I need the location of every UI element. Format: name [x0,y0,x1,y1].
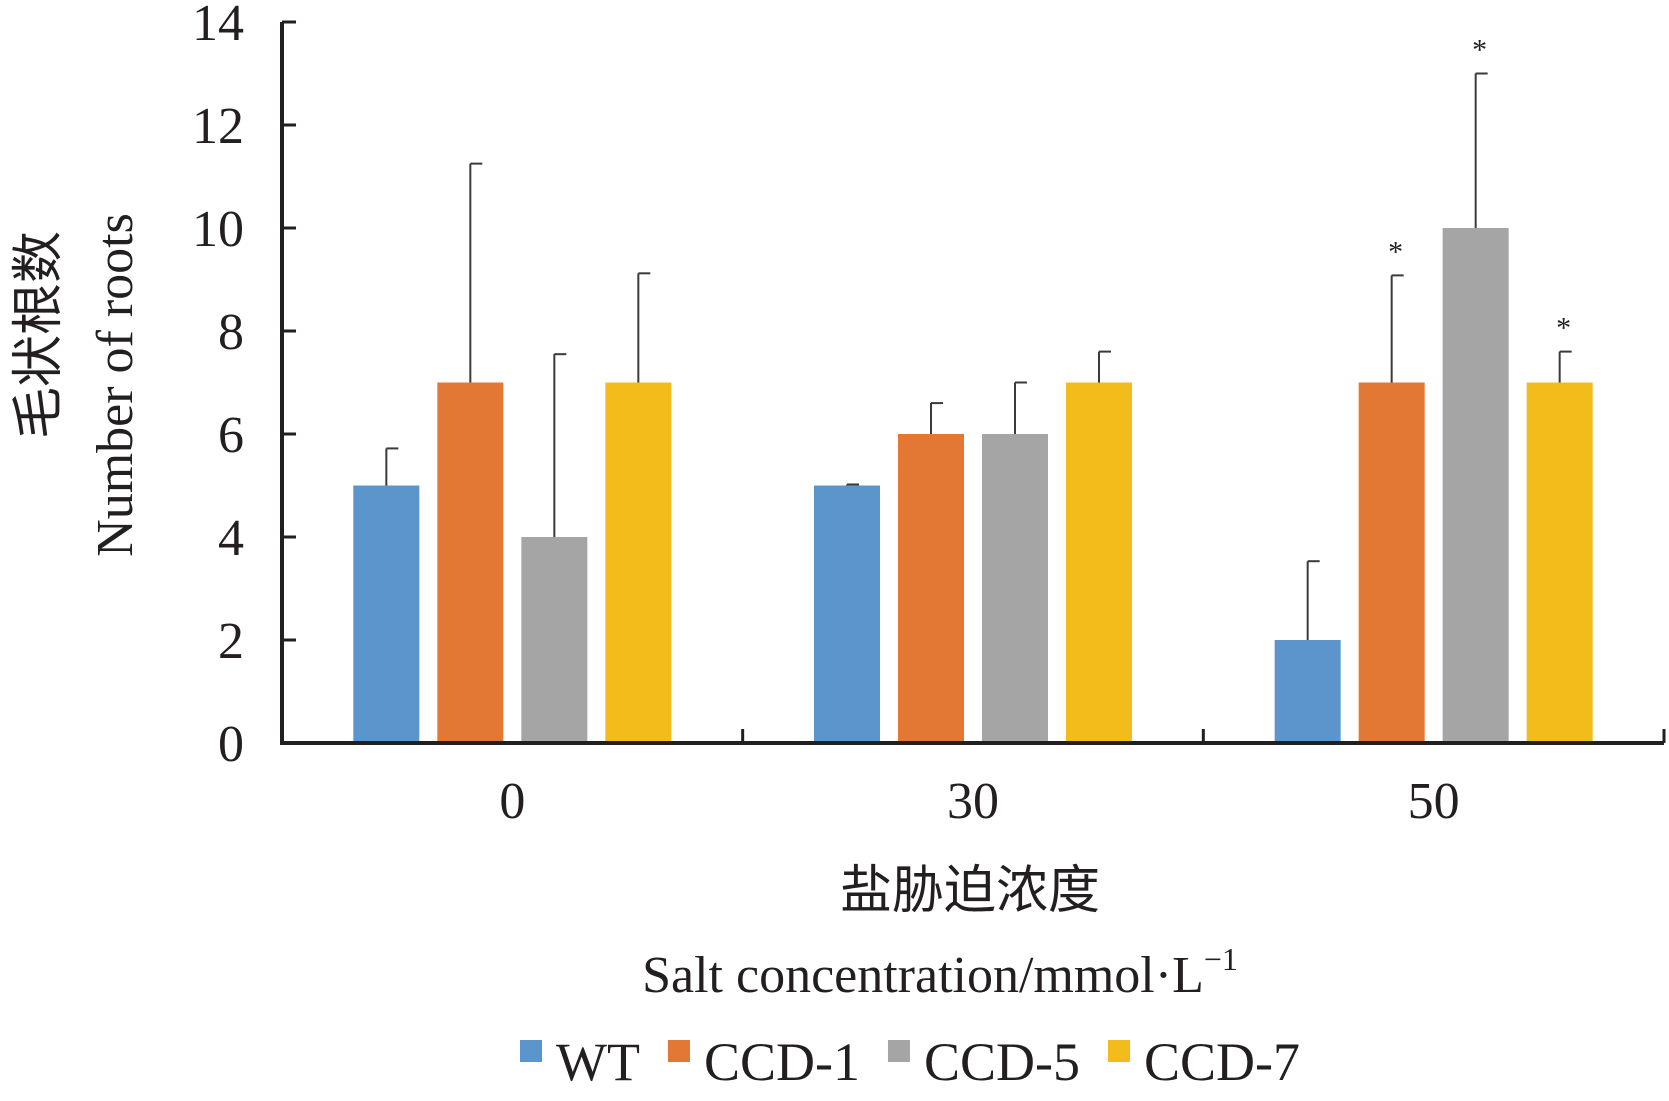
x-tick-label: 0 [499,773,525,830]
y-tick-label: 8 [218,304,244,361]
bar-series [353,228,1593,743]
y-axis-title-en: Number of roots [87,213,144,557]
bar [1526,382,1593,743]
bar [814,485,880,743]
legend-label: CCD-1 [704,1032,860,1092]
bar [521,537,588,743]
y-tick-label: 0 [218,716,244,773]
legend-label: WT [556,1032,640,1092]
significance-star: * [1388,235,1403,268]
bar [1442,228,1509,743]
error-bars [385,72,1572,640]
legend-swatch [520,1040,542,1062]
x-axis-title-en-sup: −1 [1204,941,1238,977]
bar [898,434,964,743]
bar [605,382,672,743]
legend-label: CCD-7 [1144,1032,1300,1092]
y-tick-label: 4 [218,510,244,567]
bar [1274,640,1341,743]
x-axis-title-en-main: Salt concentration/mmol·L [642,947,1204,1004]
significance-star: * [1556,312,1571,345]
bar [1358,382,1425,743]
legend-swatch [667,1040,690,1062]
y-tick-label: 12 [192,98,244,155]
bar [353,485,420,743]
y-axis-ticks: 0 2 4 6 8 10 12 14 [192,0,296,773]
x-axis-title-cn: 盐胁迫浓度 [840,863,1100,920]
significance-marks: * * * [1388,34,1571,345]
x-tick-label: 50 [1408,773,1460,830]
x-tick-label: 30 [947,773,999,830]
legend-swatch [887,1040,910,1062]
y-tick-label: 6 [218,407,244,464]
bar [437,382,504,743]
x-axis-ticks: 0 30 50 [499,729,1666,830]
legend: WT CCD-1 CCD-5 CCD-7 [520,1032,1300,1092]
y-axis-title-cn: 毛状根数 [11,231,68,439]
bar [982,434,1048,743]
significance-star: * [1472,34,1487,67]
legend-label: CCD-5 [924,1032,1080,1092]
y-tick-label: 10 [192,201,244,258]
x-axis-title-en: Salt concentration/mmol·L−1 [642,941,1238,1004]
bar [1066,382,1132,743]
y-tick-label: 2 [218,613,244,670]
legend-swatch [1107,1040,1130,1062]
y-tick-label: 14 [192,0,244,52]
